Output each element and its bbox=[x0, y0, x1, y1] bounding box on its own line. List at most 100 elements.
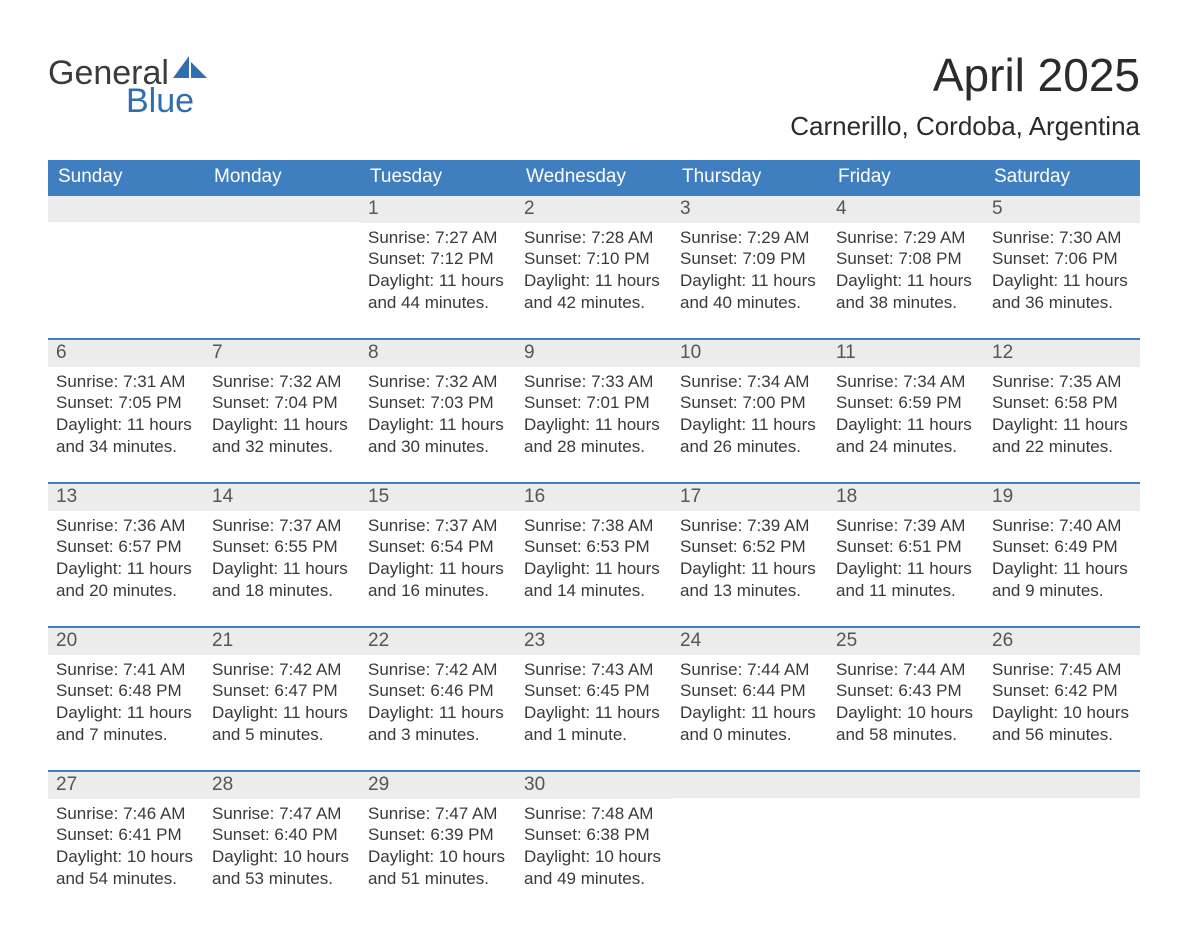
sunrise-line: Sunrise: 7:35 AM bbox=[992, 371, 1132, 393]
day-number: 9 bbox=[516, 340, 672, 367]
sunset-line: Sunset: 7:03 PM bbox=[368, 392, 508, 414]
day-number: 27 bbox=[48, 772, 204, 799]
daylight-line-2: and 54 minutes. bbox=[56, 868, 196, 890]
day-number bbox=[48, 196, 204, 222]
daylight-line-2: and 30 minutes. bbox=[368, 436, 508, 458]
day-number: 24 bbox=[672, 628, 828, 655]
daylight-line-1: Daylight: 11 hours bbox=[524, 558, 664, 580]
daylight-line-2: and 28 minutes. bbox=[524, 436, 664, 458]
day-details: Sunrise: 7:47 AMSunset: 6:40 PMDaylight:… bbox=[204, 799, 360, 892]
day-cell: 26Sunrise: 7:45 AMSunset: 6:42 PMDayligh… bbox=[984, 628, 1140, 752]
day-number: 16 bbox=[516, 484, 672, 511]
daylight-line-2: and 38 minutes. bbox=[836, 292, 976, 314]
day-details: Sunrise: 7:40 AMSunset: 6:49 PMDaylight:… bbox=[984, 511, 1140, 604]
daylight-line-1: Daylight: 10 hours bbox=[56, 846, 196, 868]
sunset-line: Sunset: 6:44 PM bbox=[680, 680, 820, 702]
daylight-line-1: Daylight: 10 hours bbox=[524, 846, 664, 868]
sunrise-line: Sunrise: 7:47 AM bbox=[212, 803, 352, 825]
day-number: 28 bbox=[204, 772, 360, 799]
day-details bbox=[984, 798, 1140, 804]
day-cell: 5Sunrise: 7:30 AMSunset: 7:06 PMDaylight… bbox=[984, 196, 1140, 320]
daylight-line-1: Daylight: 11 hours bbox=[368, 270, 508, 292]
day-number: 21 bbox=[204, 628, 360, 655]
day-number: 25 bbox=[828, 628, 984, 655]
day-details: Sunrise: 7:42 AMSunset: 6:46 PMDaylight:… bbox=[360, 655, 516, 748]
day-details bbox=[672, 798, 828, 804]
day-details: Sunrise: 7:34 AMSunset: 7:00 PMDaylight:… bbox=[672, 367, 828, 460]
sunset-line: Sunset: 6:55 PM bbox=[212, 536, 352, 558]
day-cell bbox=[828, 772, 984, 896]
sunrise-line: Sunrise: 7:34 AM bbox=[680, 371, 820, 393]
day-number bbox=[204, 196, 360, 222]
sunrise-line: Sunrise: 7:48 AM bbox=[524, 803, 664, 825]
daylight-line-2: and 20 minutes. bbox=[56, 580, 196, 602]
sunset-line: Sunset: 6:53 PM bbox=[524, 536, 664, 558]
sunrise-line: Sunrise: 7:31 AM bbox=[56, 371, 196, 393]
day-number bbox=[672, 772, 828, 798]
sunrise-line: Sunrise: 7:36 AM bbox=[56, 515, 196, 537]
daylight-line-1: Daylight: 11 hours bbox=[836, 558, 976, 580]
day-number: 14 bbox=[204, 484, 360, 511]
daylight-line-2: and 22 minutes. bbox=[992, 436, 1132, 458]
day-cell: 6Sunrise: 7:31 AMSunset: 7:05 PMDaylight… bbox=[48, 340, 204, 464]
day-details: Sunrise: 7:34 AMSunset: 6:59 PMDaylight:… bbox=[828, 367, 984, 460]
day-cell: 25Sunrise: 7:44 AMSunset: 6:43 PMDayligh… bbox=[828, 628, 984, 752]
day-cell: 24Sunrise: 7:44 AMSunset: 6:44 PMDayligh… bbox=[672, 628, 828, 752]
sunrise-line: Sunrise: 7:33 AM bbox=[524, 371, 664, 393]
day-cell: 18Sunrise: 7:39 AMSunset: 6:51 PMDayligh… bbox=[828, 484, 984, 608]
daylight-line-1: Daylight: 11 hours bbox=[212, 414, 352, 436]
daylight-line-1: Daylight: 11 hours bbox=[680, 414, 820, 436]
calendar-grid: Sunday Monday Tuesday Wednesday Thursday… bbox=[48, 160, 1140, 896]
sunset-line: Sunset: 7:00 PM bbox=[680, 392, 820, 414]
day-cell: 8Sunrise: 7:32 AMSunset: 7:03 PMDaylight… bbox=[360, 340, 516, 464]
day-details bbox=[828, 798, 984, 804]
day-cell: 14Sunrise: 7:37 AMSunset: 6:55 PMDayligh… bbox=[204, 484, 360, 608]
day-header-wednesday: Wednesday bbox=[516, 160, 672, 196]
daylight-line-1: Daylight: 11 hours bbox=[992, 270, 1132, 292]
sunrise-line: Sunrise: 7:40 AM bbox=[992, 515, 1132, 537]
daylight-line-2: and 26 minutes. bbox=[680, 436, 820, 458]
daylight-line-1: Daylight: 11 hours bbox=[56, 702, 196, 724]
daylight-line-1: Daylight: 10 hours bbox=[368, 846, 508, 868]
daylight-line-2: and 32 minutes. bbox=[212, 436, 352, 458]
day-details: Sunrise: 7:38 AMSunset: 6:53 PMDaylight:… bbox=[516, 511, 672, 604]
day-cell: 1Sunrise: 7:27 AMSunset: 7:12 PMDaylight… bbox=[360, 196, 516, 320]
daylight-line-1: Daylight: 11 hours bbox=[524, 702, 664, 724]
day-header-monday: Monday bbox=[204, 160, 360, 196]
day-details: Sunrise: 7:48 AMSunset: 6:38 PMDaylight:… bbox=[516, 799, 672, 892]
day-header-sunday: Sunday bbox=[48, 160, 204, 196]
day-details: Sunrise: 7:44 AMSunset: 6:44 PMDaylight:… bbox=[672, 655, 828, 748]
daylight-line-1: Daylight: 11 hours bbox=[56, 414, 196, 436]
brand-logo: General Blue bbox=[48, 50, 207, 118]
day-details: Sunrise: 7:45 AMSunset: 6:42 PMDaylight:… bbox=[984, 655, 1140, 748]
sunset-line: Sunset: 6:54 PM bbox=[368, 536, 508, 558]
daylight-line-2: and 34 minutes. bbox=[56, 436, 196, 458]
calendar-page: General Blue April 2025 Carnerillo, Cord… bbox=[0, 0, 1188, 936]
day-cell: 22Sunrise: 7:42 AMSunset: 6:46 PMDayligh… bbox=[360, 628, 516, 752]
day-cell: 3Sunrise: 7:29 AMSunset: 7:09 PMDaylight… bbox=[672, 196, 828, 320]
day-cell: 4Sunrise: 7:29 AMSunset: 7:08 PMDaylight… bbox=[828, 196, 984, 320]
sunrise-line: Sunrise: 7:44 AM bbox=[836, 659, 976, 681]
header-row: General Blue April 2025 Carnerillo, Cord… bbox=[48, 50, 1140, 142]
daylight-line-2: and 14 minutes. bbox=[524, 580, 664, 602]
sunset-line: Sunset: 6:46 PM bbox=[368, 680, 508, 702]
day-cell bbox=[984, 772, 1140, 896]
day-details: Sunrise: 7:31 AMSunset: 7:05 PMDaylight:… bbox=[48, 367, 204, 460]
location-subtitle: Carnerillo, Cordoba, Argentina bbox=[790, 111, 1140, 142]
sunset-line: Sunset: 6:38 PM bbox=[524, 824, 664, 846]
sunset-line: Sunset: 6:41 PM bbox=[56, 824, 196, 846]
day-number: 1 bbox=[360, 196, 516, 223]
day-details: Sunrise: 7:32 AMSunset: 7:03 PMDaylight:… bbox=[360, 367, 516, 460]
sunrise-line: Sunrise: 7:45 AM bbox=[992, 659, 1132, 681]
daylight-line-1: Daylight: 11 hours bbox=[212, 702, 352, 724]
day-cell: 12Sunrise: 7:35 AMSunset: 6:58 PMDayligh… bbox=[984, 340, 1140, 464]
day-header-row: Sunday Monday Tuesday Wednesday Thursday… bbox=[48, 160, 1140, 196]
day-details: Sunrise: 7:44 AMSunset: 6:43 PMDaylight:… bbox=[828, 655, 984, 748]
day-cell: 30Sunrise: 7:48 AMSunset: 6:38 PMDayligh… bbox=[516, 772, 672, 896]
sunset-line: Sunset: 6:40 PM bbox=[212, 824, 352, 846]
sunset-line: Sunset: 7:08 PM bbox=[836, 248, 976, 270]
day-number: 26 bbox=[984, 628, 1140, 655]
daylight-line-2: and 3 minutes. bbox=[368, 724, 508, 746]
sunrise-line: Sunrise: 7:37 AM bbox=[212, 515, 352, 537]
sunrise-line: Sunrise: 7:34 AM bbox=[836, 371, 976, 393]
